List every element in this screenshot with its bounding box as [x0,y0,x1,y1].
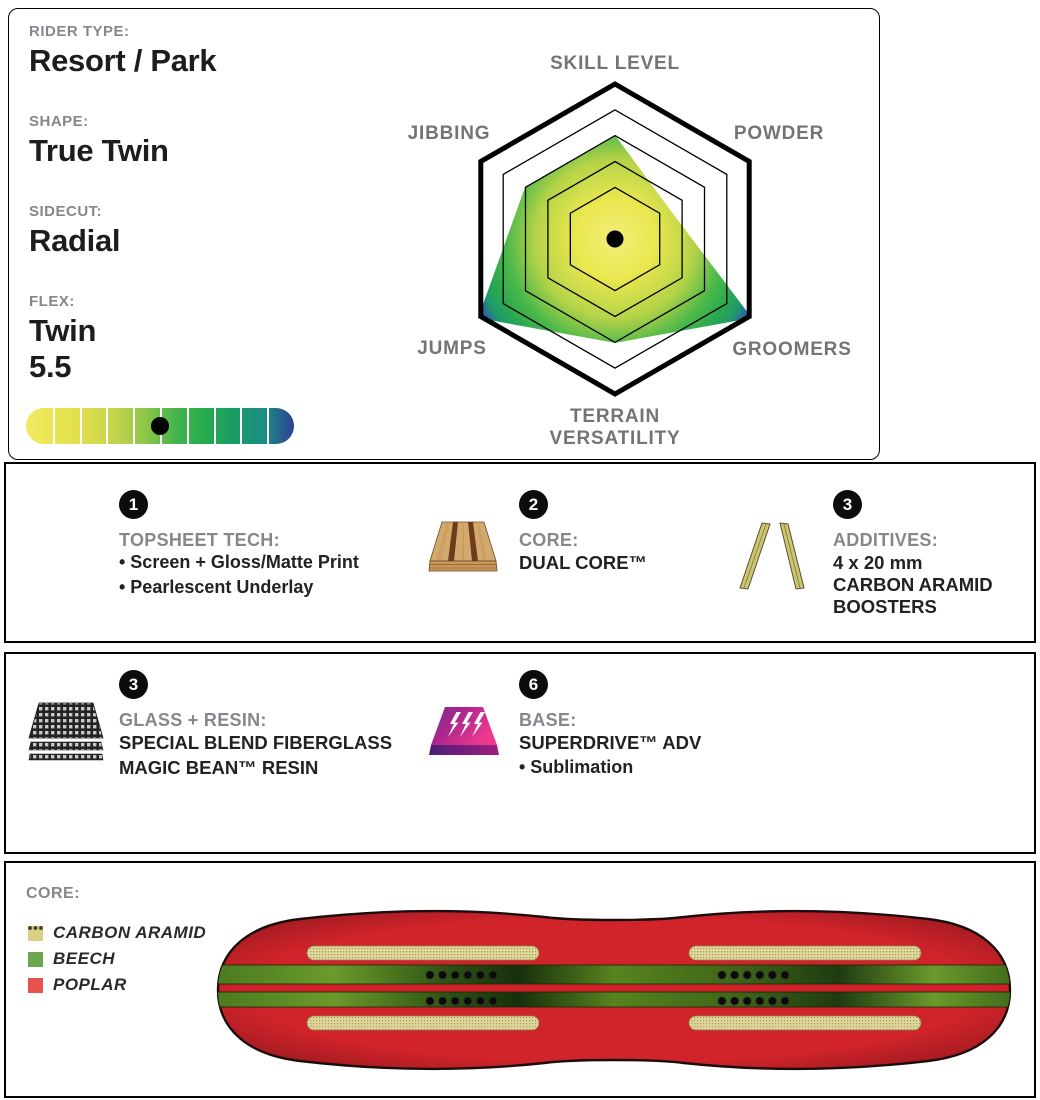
feature-line: CARBON ARAMID [833,574,993,595]
feature-number-badge: 3 [833,490,862,519]
flex-indicator-dot [151,417,169,435]
rider-type-label: RIDER TYPE: [29,23,130,40]
flex-label: FLEX: [29,293,75,310]
feature-line: • Sublimation [519,757,634,777]
radar-axis-groomers: GROOMERS [732,339,852,360]
radar-grid [478,81,752,397]
radar-axis-jumps: JUMPS [417,338,487,359]
legend-label: POPLAR [53,975,127,994]
core-section-label: CORE: [26,885,81,902]
rider-type-value: Resort / Park [29,43,217,78]
shape-label: SHAPE: [29,113,89,130]
feature-line: SUPERDRIVE™ ADV [519,732,702,753]
shape-value: True Twin [29,133,169,168]
feature-number-badge: 2 [519,490,548,519]
feature-line: 4 x 20 mm [833,552,923,573]
feature-line: MAGIC BEAN™ RESIN [119,757,319,778]
feature-number-badge: 1 [119,490,148,519]
feature-line: • Screen + Gloss/Matte Print [119,552,359,572]
feature-label: BASE: [519,710,577,730]
feature-label: CORE: [519,530,579,550]
flex-segment-divider [240,408,243,444]
carbon-aramid-swatch [28,925,43,941]
features-row-1: 1 TOPSHEET TECH: • Screen + Gloss/Matte … [4,462,1036,643]
legend-item-beech: BEECH [28,949,115,969]
flex-segment-divider [106,408,109,444]
poplar-swatch [28,977,43,993]
feature-line: DUAL CORE™ [519,552,648,573]
base-icon [429,707,499,755]
core-panel: CORE: CARBON ARAMID BEECH POPLAR [4,861,1036,1098]
feature-line: SPECIAL BLEND FIBERGLASS [119,732,393,753]
flex-value-number: 5.5 [29,349,72,384]
overview-panel: RIDER TYPE: Resort / Park SHAPE: True Tw… [8,8,880,460]
fiberglass-icon [28,702,104,761]
feature-line: • Pearlescent Underlay [119,577,314,597]
feature-label: ADDITIVES: [833,530,939,550]
feature-label: TOPSHEET TECH: [119,530,280,550]
flex-segment-divider [213,408,216,444]
wood-core-icon [428,521,498,572]
flex-segment-divider [186,408,189,444]
feature-line: BOOSTERS [833,596,937,617]
feature-number-badge: 3 [119,670,148,699]
carbon-boosters-icon [739,522,805,590]
radar-axis-jibbing: JIBBING [407,123,491,144]
features-row-2: 3 GLASS + RESIN: SPECIAL BLEND FIBERGLAS… [4,652,1036,854]
flex-value: Twin [29,313,97,348]
flex-scale-bar [26,408,294,444]
radar-axis-terrain-versatility: TERRAIN VERSATILITY [549,406,681,449]
flex-segment-divider [267,408,270,444]
flex-segment-divider [79,408,82,444]
legend-label: CARBON ARAMID [53,923,207,942]
legend-item-poplar: POPLAR [28,975,127,995]
sidecut-value: Radial [29,223,121,258]
sidecut-label: SIDECUT: [29,203,103,220]
feature-number-badge: 6 [519,670,548,699]
legend-item-carbon-aramid: CARBON ARAMID [28,923,206,943]
feature-label: GLASS + RESIN: [119,710,267,730]
beech-swatch [28,951,43,967]
legend-label: BEECH [53,949,116,968]
radar-axis-skill-level: SKILL LEVEL [550,53,680,74]
radar-axis-powder: POWDER [733,123,825,144]
flex-segment-divider [52,408,55,444]
snowboard-top-view [216,910,1012,1070]
flex-segment-divider [133,408,136,444]
